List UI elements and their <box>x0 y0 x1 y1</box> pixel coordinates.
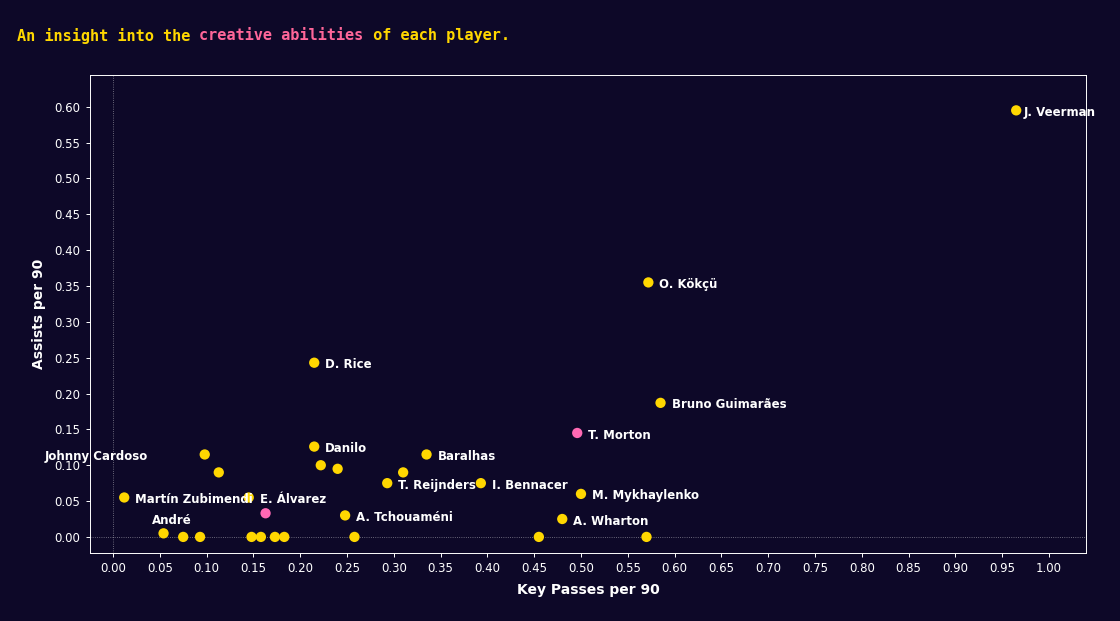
Text: Danilo: Danilo <box>325 442 367 455</box>
Point <box>240 492 258 502</box>
Text: E. Álvarez: E. Álvarez <box>260 493 326 506</box>
Point <box>252 532 270 542</box>
Point <box>155 528 172 538</box>
Point <box>379 478 396 488</box>
Point <box>209 468 227 478</box>
Point <box>336 510 354 520</box>
Point <box>418 450 436 460</box>
Text: A. Wharton: A. Wharton <box>573 515 648 528</box>
X-axis label: Key Passes per 90: Key Passes per 90 <box>516 583 660 597</box>
Text: Martín Zubimendi: Martín Zubimendi <box>136 493 253 506</box>
Point <box>311 460 329 470</box>
Point <box>1007 106 1025 116</box>
Text: T. Morton: T. Morton <box>588 428 651 442</box>
Text: M. Mykhaylenko: M. Mykhaylenko <box>592 489 699 502</box>
Point <box>472 478 489 488</box>
Text: A. Tchouaméni: A. Tchouaméni <box>356 511 454 524</box>
Text: creative abilities: creative abilities <box>199 28 364 43</box>
Point <box>637 532 655 542</box>
Text: André: André <box>152 514 193 527</box>
Text: I. Bennacer: I. Bennacer <box>492 479 568 492</box>
Point <box>243 532 261 542</box>
Point <box>572 489 590 499</box>
Point <box>345 532 363 542</box>
Y-axis label: Assists per 90: Assists per 90 <box>32 258 46 369</box>
Point <box>192 532 209 542</box>
Point <box>306 442 324 451</box>
Point <box>256 509 274 519</box>
Point <box>652 398 670 408</box>
Point <box>328 464 346 474</box>
Text: Baralhas: Baralhas <box>438 450 496 463</box>
Text: O. Kökçü: O. Kökçü <box>660 278 718 291</box>
Point <box>265 532 283 542</box>
Text: of each player.: of each player. <box>364 28 510 43</box>
Point <box>553 514 571 524</box>
Point <box>276 532 293 542</box>
Point <box>640 278 657 288</box>
Point <box>568 428 586 438</box>
Text: An insight into the: An insight into the <box>17 28 199 44</box>
Point <box>115 492 133 502</box>
Point <box>394 468 412 478</box>
Point <box>175 532 193 542</box>
Text: Bruno Guimarães: Bruno Guimarães <box>672 399 786 412</box>
Point <box>196 450 214 460</box>
Text: J. Veerman: J. Veerman <box>1024 106 1095 119</box>
Point <box>306 358 324 368</box>
Text: T. Reijnders: T. Reijnders <box>399 479 476 492</box>
Point <box>530 532 548 542</box>
Text: Johnny Cardoso: Johnny Cardoso <box>45 450 148 463</box>
Text: D. Rice: D. Rice <box>325 358 372 371</box>
